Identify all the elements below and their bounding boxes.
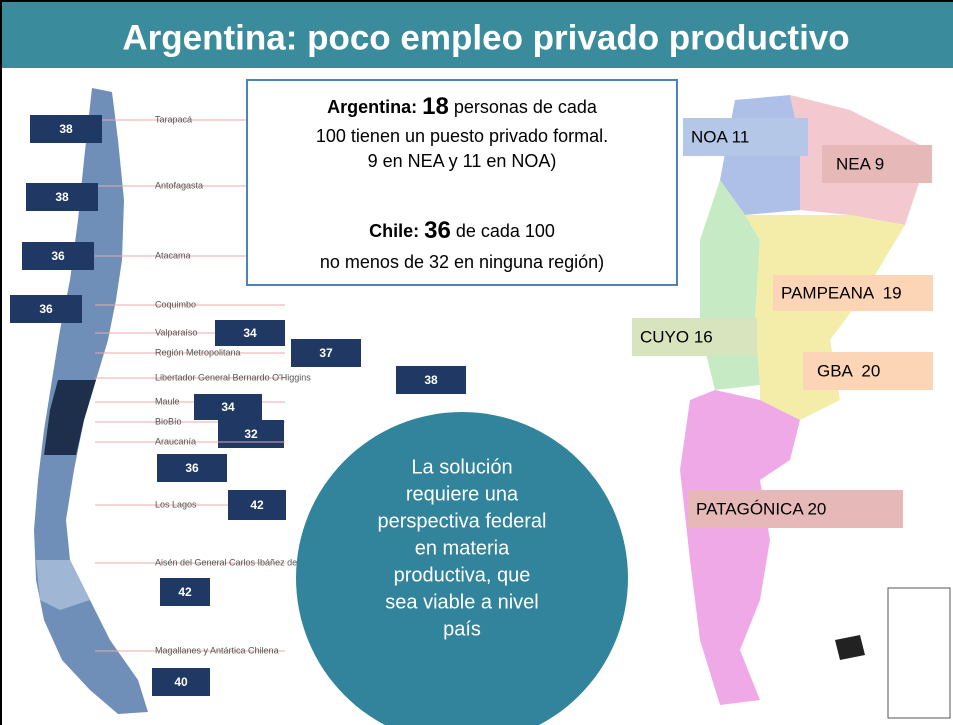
chile-map (34, 88, 148, 714)
title-bar (0, 0, 953, 68)
region-box (683, 118, 808, 156)
region-value: 34 (221, 400, 235, 414)
callout-line: país (443, 618, 481, 640)
region-name: Magallanes y Antártica Chilena (155, 645, 279, 655)
value-box (228, 490, 286, 520)
callout-line: en materia (415, 537, 510, 559)
islands (835, 635, 865, 660)
region-label: NEA 9 (836, 154, 884, 173)
chile-shape (34, 88, 148, 714)
value-box (30, 115, 102, 143)
region-value: 36 (185, 461, 199, 475)
argentina-labels: NOA 11 NEA 9 PAMPEANA 19 CUYO 16 GBA 20 PATAG… (632, 118, 933, 528)
region-name: Los Lagos (155, 499, 197, 509)
region-value: 36 (51, 249, 65, 263)
region-label: CUYO 16 (640, 327, 713, 346)
region-box (632, 318, 757, 356)
region-value: 38 (55, 190, 69, 204)
region-name: Valparaíso (155, 327, 197, 337)
region-box (688, 490, 903, 528)
region-label: NOA 11 (691, 127, 749, 146)
region-value: 42 (178, 585, 192, 599)
info-line: 100 tienen un puesto privado formal. (316, 126, 608, 146)
inset-map (887, 587, 951, 719)
value: 18 (422, 93, 449, 120)
value-box (26, 183, 98, 211)
value-box (152, 668, 210, 696)
value-box (215, 320, 285, 346)
value-box (194, 394, 262, 420)
region-name: Araucanía (155, 436, 196, 446)
title: Argentina: poco empleo privado productiv… (122, 18, 849, 57)
region-name: Región Metropolitana (155, 347, 241, 357)
callout-circle (296, 412, 628, 725)
info-text: Argentina: 18 personas de cada 100 tiene… (316, 93, 608, 271)
region-box (773, 275, 933, 311)
region-name: Tarapacá (155, 114, 192, 124)
region-value: 38 (424, 373, 438, 387)
callout-text: La solución requiere una perspectiva feder… (378, 456, 547, 640)
region-value: 42 (250, 498, 264, 512)
region-value: 40 (174, 675, 188, 689)
value-box (218, 420, 284, 448)
text: de cada 100 (456, 221, 555, 241)
callout-line: La solución (411, 456, 512, 478)
region-name: Libertador General Bernardo O'Higgins (155, 372, 311, 382)
callout-line: sea viable a nivel (385, 591, 538, 613)
info-line: 9 en NEA y 11 en NOA) (368, 151, 557, 171)
region-box (822, 145, 932, 183)
callout-line: requiere una (406, 483, 519, 505)
region-label: PAMPEANA 19 (781, 283, 902, 302)
callout-line: perspectiva federal (378, 510, 547, 532)
region-shape (680, 390, 800, 705)
region-name: BioBío (155, 416, 182, 426)
region-box (803, 352, 933, 390)
info-line: no menos de 32 en ninguna región) (320, 252, 604, 272)
region-name: Coquimbo (155, 299, 196, 309)
region-name: Aisén del General Carlos Ibáñez del Camp… (155, 557, 331, 567)
callout-line: productiva, que (394, 564, 531, 586)
value-box (157, 454, 227, 482)
value-box (10, 295, 82, 323)
region-value: 38 (59, 122, 73, 136)
chile-dark-region (44, 380, 96, 455)
info-line: Argentina: 18 personas de cada (327, 93, 598, 120)
region-value: 32 (244, 427, 258, 441)
chile-light-region (36, 560, 90, 610)
region-shape (745, 215, 905, 420)
region-value: 36 (39, 302, 53, 316)
label: Chile: (369, 221, 419, 241)
region-label: PATAGÓNICA 20 (696, 499, 826, 518)
region-name: Atacama (155, 250, 191, 260)
region-value: 37 (319, 346, 333, 360)
region-label: GBA 20 (817, 361, 880, 380)
info-line: Chile: 36 de cada 100 (369, 217, 555, 244)
value-box (291, 339, 361, 367)
value-box (22, 242, 94, 270)
label: Argentina: (327, 97, 417, 117)
text: personas de cada (454, 97, 598, 117)
value-box (396, 366, 466, 394)
chile-labels: Tarapacá 38 Antofagasta 38 Atacama 36 Coquimbo… (10, 114, 466, 696)
value: 36 (424, 217, 451, 244)
region-name: Antofagasta (155, 180, 203, 190)
value-box (160, 578, 210, 606)
region-value: 34 (243, 326, 257, 340)
info-box (246, 79, 678, 286)
region-name: Maule (155, 396, 180, 406)
